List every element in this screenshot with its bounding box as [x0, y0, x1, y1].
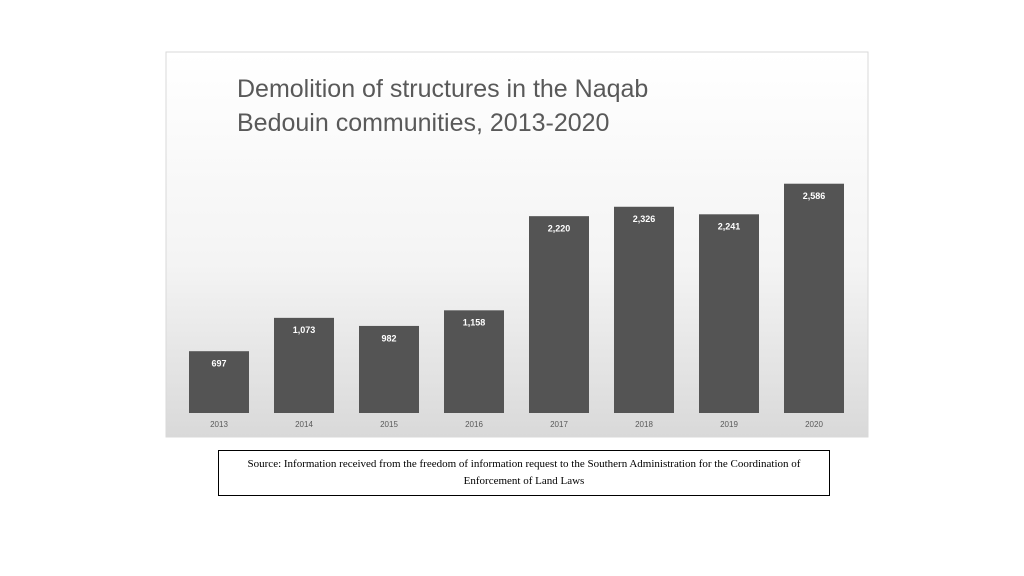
x-tick-label: 2018 — [635, 420, 653, 429]
value-label: 982 — [381, 333, 396, 343]
x-tick-label: 2019 — [720, 420, 738, 429]
x-tick-label: 2015 — [380, 420, 398, 429]
value-label: 1,073 — [293, 325, 316, 335]
value-label: 2,220 — [548, 224, 571, 234]
chart-title: Demolition of structures in the Naqab Be… — [237, 75, 649, 137]
bar — [274, 317, 334, 413]
x-tick-label: 2016 — [465, 420, 483, 429]
x-tick-label: 2020 — [805, 420, 823, 429]
bar — [359, 325, 419, 413]
bar — [189, 351, 249, 413]
bar — [529, 216, 589, 413]
value-label: 697 — [211, 359, 226, 369]
x-tick-label: 2017 — [550, 420, 568, 429]
value-label: 2,241 — [718, 222, 741, 232]
value-label: 2,326 — [633, 214, 656, 224]
x-tick-label: 2013 — [210, 420, 228, 429]
bar — [444, 310, 504, 413]
value-label: 2,586 — [803, 191, 826, 201]
value-label: 1,158 — [463, 318, 486, 328]
x-tick-label: 2014 — [295, 420, 313, 429]
bar — [699, 214, 759, 413]
source-note: Source: Information received from the fr… — [218, 450, 830, 496]
bar — [784, 183, 844, 413]
bar — [614, 206, 674, 413]
